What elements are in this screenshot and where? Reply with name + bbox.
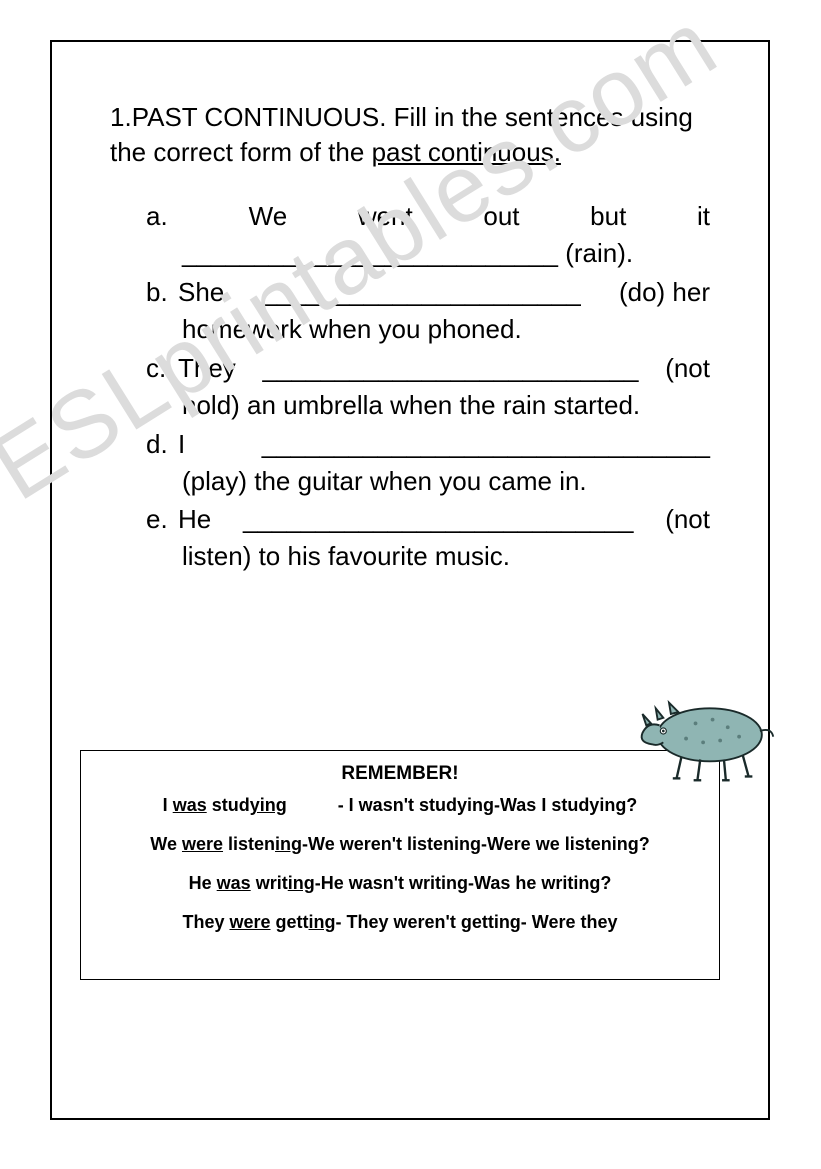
t: writ: [251, 873, 288, 893]
instruction-underlined: past continuous.: [372, 137, 561, 167]
item-c: c. They __________________________ (not …: [146, 350, 710, 424]
item-c-line2: hold) an umbrella when the rain started.: [146, 387, 710, 424]
item-e: e. He ___________________________ (not l…: [146, 501, 710, 575]
item-letter: c.: [146, 350, 178, 387]
hint: (not: [665, 350, 710, 387]
t: listen: [223, 834, 275, 854]
t: ing: [288, 873, 315, 893]
blank[interactable]: ______________________: [224, 274, 619, 311]
rhino-icon: [625, 695, 785, 785]
remember-line-4: They were getting- They weren't getting-…: [99, 912, 701, 933]
item-letter: b.: [146, 274, 178, 311]
remember-line-1: I was studying - I wasn't studying-Was I…: [99, 795, 701, 816]
item-letter: a.: [146, 198, 178, 235]
hint: (do) her: [619, 274, 710, 311]
remember-title: REMEMBER!: [99, 763, 701, 785]
text: They: [178, 350, 236, 387]
item-b-line2: homework when you phoned.: [146, 311, 710, 348]
blank[interactable]: __________________________: [182, 238, 558, 268]
hint: (rain).: [558, 238, 633, 268]
t: ying: [250, 795, 287, 815]
item-b: b. She ______________________ (do) her h…: [146, 274, 710, 348]
t: gett: [271, 912, 309, 932]
item-a: a. We went out but it __________________…: [146, 198, 710, 272]
t: He: [189, 873, 217, 893]
text: He: [178, 501, 211, 538]
instruction-number: 1.: [110, 102, 132, 132]
text: We: [249, 198, 288, 235]
exercise-items: a. We went out but it __________________…: [110, 198, 710, 575]
t: - They weren't getting- Were they: [336, 912, 618, 932]
item-letter: d.: [146, 426, 178, 463]
blank[interactable]: __________________________: [236, 350, 665, 387]
text: but: [590, 198, 626, 235]
blank[interactable]: _______________________________: [214, 426, 710, 463]
item-a-line2: __________________________ (rain).: [146, 235, 710, 272]
t: stud: [207, 795, 250, 815]
t: ing: [309, 912, 336, 932]
t: were: [182, 834, 223, 854]
blank[interactable]: ___________________________: [211, 501, 665, 538]
remember-box: REMEMBER! I was studying - I wasn't stud…: [80, 750, 720, 980]
item-e-line2: listen) to his favourite music.: [146, 538, 710, 575]
t: were: [229, 912, 270, 932]
remember-line-3: He was writing-He wasn't writing-Was he …: [99, 873, 701, 894]
worksheet-content: 1.PAST CONTINUOUS. Fill in the sentences…: [110, 100, 710, 577]
t: was: [173, 795, 207, 815]
t: -We weren't listening-Were we listening?: [302, 834, 650, 854]
hint: (not: [665, 501, 710, 538]
t: - I wasn't studying-Was I studying?: [338, 795, 638, 815]
t: was: [217, 873, 251, 893]
t: -He wasn't writing-Was he writing?: [315, 873, 612, 893]
item-letter: e.: [146, 501, 178, 538]
text: I: [178, 426, 214, 463]
instruction-block: 1.PAST CONTINUOUS. Fill in the sentences…: [110, 100, 710, 170]
text: it: [697, 198, 710, 235]
text: out: [483, 198, 519, 235]
t: ing: [275, 834, 302, 854]
text: went: [358, 198, 413, 235]
t: I: [163, 795, 173, 815]
text: She: [178, 274, 224, 311]
item-d: d. I _______________________________ (pl…: [146, 426, 710, 500]
remember-line-2: We were listening-We weren't listening-W…: [99, 834, 701, 855]
item-d-line2: (play) the guitar when you came in.: [146, 463, 710, 500]
t: They: [182, 912, 229, 932]
instruction-title: PAST CONTINUOUS.: [132, 102, 387, 132]
t: We: [150, 834, 182, 854]
